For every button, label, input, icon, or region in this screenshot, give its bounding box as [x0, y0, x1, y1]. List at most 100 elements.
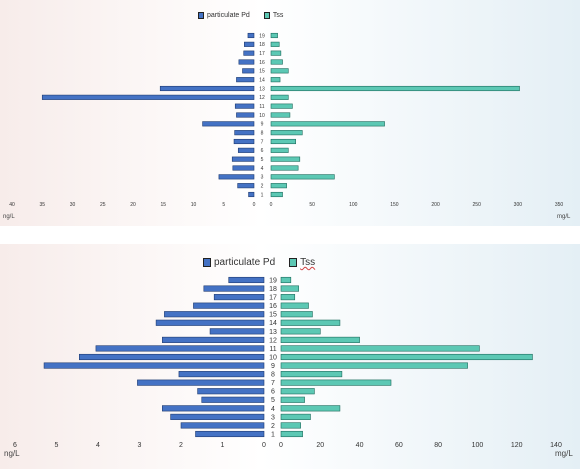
left-axis-unit: ng/L	[4, 449, 20, 458]
bar-particulate-pd-15	[164, 311, 265, 318]
bar-tss-2	[270, 183, 287, 189]
category-label-6: 6	[261, 148, 264, 154]
left-axis-tick: 2	[179, 442, 183, 449]
bar-particulate-pd-14	[236, 77, 255, 83]
right-axis-tick: 300	[514, 202, 523, 208]
left-axis-tick: 0	[262, 442, 266, 449]
bar-tss-3	[280, 413, 311, 420]
bar-particulate-pd-10	[79, 353, 265, 361]
bar-tss-18	[280, 285, 299, 292]
category-label-16: 16	[269, 303, 277, 310]
left-axis-tick: 20	[130, 202, 136, 208]
category-label-5: 5	[261, 157, 264, 163]
bar-tss-19	[280, 276, 292, 284]
category-label-19: 19	[259, 33, 265, 39]
legend-item-tss: Tss	[289, 257, 315, 268]
category-label-15: 15	[269, 312, 277, 319]
bar-particulate-pd-4	[232, 165, 255, 171]
category-label-5: 5	[271, 397, 275, 404]
legend-swatch-tss	[263, 12, 270, 19]
category-label-15: 15	[259, 69, 265, 75]
category-label-2: 2	[261, 183, 264, 189]
legend-swatch-particulate-pd	[198, 12, 204, 19]
left-axis-tick: 6	[13, 442, 17, 449]
category-label-13: 13	[269, 329, 277, 336]
left-axis-tick: 5	[55, 442, 59, 449]
category-label-4: 4	[261, 166, 264, 172]
category-label-14: 14	[269, 320, 277, 327]
category-label-18: 18	[269, 286, 277, 293]
bar-particulate-pd-9	[202, 121, 255, 127]
category-label-17: 17	[259, 51, 265, 57]
bar-particulate-pd-17	[243, 50, 255, 56]
bar-particulate-pd-7	[137, 379, 265, 386]
legend-label-particulate-pd: particulate Pd	[207, 12, 250, 19]
bar-particulate-pd-4	[162, 405, 265, 412]
left-axis-tick: 30	[70, 202, 76, 208]
category-label-6: 6	[271, 389, 275, 396]
left-axis-tick: 3	[138, 442, 142, 449]
left-axis-tick: 25	[100, 202, 106, 208]
category-label-8: 8	[261, 130, 264, 136]
right-axis-tick: 150	[390, 202, 399, 208]
right-axis-tick: 60	[395, 442, 403, 449]
right-axis-tick: 20	[316, 442, 324, 449]
bar-tss-5	[270, 156, 301, 162]
category-label-1: 1	[261, 192, 264, 198]
legend-item-particulate-pd: particulate Pd	[203, 257, 275, 268]
bar-tss-16	[270, 59, 283, 65]
category-label-19: 19	[269, 277, 277, 284]
bar-particulate-pd-5	[231, 156, 255, 162]
category-label-3: 3	[261, 175, 264, 181]
bar-particulate-pd-1	[248, 191, 255, 198]
right-axis-tick: 100	[349, 202, 358, 208]
category-label-8: 8	[271, 372, 275, 379]
bar-particulate-pd-8	[178, 371, 265, 378]
category-label-9: 9	[271, 363, 275, 370]
bar-particulate-pd-19	[228, 276, 265, 284]
bar-tss-14	[280, 319, 341, 326]
bar-tss-19	[270, 32, 278, 39]
left-axis-tick: 40	[9, 202, 15, 208]
category-label-11: 11	[259, 104, 264, 110]
bar-tss-5	[280, 396, 305, 403]
right-axis-tick: 250	[473, 202, 482, 208]
left-axis-tick: 0	[253, 202, 256, 208]
bar-particulate-pd-13	[209, 328, 265, 335]
legend-label-tss: Tss	[272, 12, 284, 19]
bar-tss-10	[280, 353, 533, 361]
bar-tss-17	[270, 50, 282, 56]
category-label-10: 10	[269, 354, 277, 361]
category-label-2: 2	[271, 423, 275, 430]
bar-tss-10	[270, 112, 291, 118]
bar-particulate-pd-6	[197, 388, 265, 395]
right-axis-unit: mg/L	[555, 449, 573, 458]
category-label-12: 12	[269, 337, 277, 344]
bar-tss-8	[280, 371, 343, 378]
bar-tss-12	[280, 336, 360, 343]
right-axis-tick: 200	[431, 202, 440, 208]
category-label-4: 4	[271, 406, 275, 413]
bar-tss-4	[280, 405, 341, 412]
legend-swatch-tss	[289, 258, 298, 267]
bar-particulate-pd-8	[234, 130, 255, 136]
bar-tss-15	[270, 68, 289, 74]
bar-tss-6	[270, 147, 289, 153]
bar-particulate-pd-9	[43, 362, 265, 369]
category-label-16: 16	[259, 60, 265, 66]
right-axis-tick: 100	[472, 442, 484, 449]
bar-particulate-pd-15	[242, 68, 255, 74]
right-axis-unit: mg/L	[557, 214, 571, 220]
category-label-9: 9	[261, 122, 264, 128]
category-label-7: 7	[271, 380, 275, 387]
bar-particulate-pd-17	[213, 294, 265, 301]
bar-particulate-pd-2	[237, 183, 255, 189]
category-label-10: 10	[259, 113, 265, 119]
bar-tss-8	[270, 130, 303, 136]
bar-tss-13	[270, 85, 520, 92]
bar-tss-2	[280, 422, 301, 429]
bar-particulate-pd-14	[155, 319, 265, 326]
bar-particulate-pd-12	[41, 94, 255, 100]
